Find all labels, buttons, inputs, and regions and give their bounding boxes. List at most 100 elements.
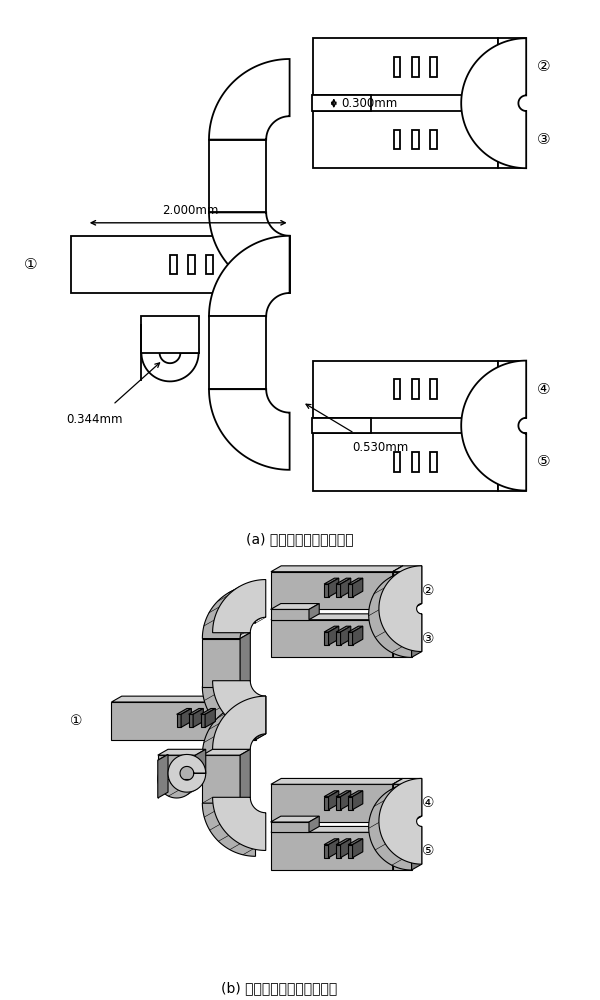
Bar: [497, 111, 526, 168]
Bar: [430, 379, 437, 399]
Text: ⑤: ⑤: [422, 844, 434, 858]
Polygon shape: [309, 604, 319, 620]
Polygon shape: [368, 572, 412, 657]
Polygon shape: [324, 791, 339, 797]
Polygon shape: [336, 845, 341, 858]
Polygon shape: [379, 566, 422, 652]
Polygon shape: [348, 845, 353, 858]
Bar: [188, 255, 195, 274]
Bar: [412, 130, 419, 149]
Polygon shape: [168, 754, 206, 792]
Bar: [313, 361, 497, 418]
Text: 2.000mm: 2.000mm: [163, 204, 219, 217]
Bar: [313, 418, 371, 433]
Polygon shape: [392, 614, 422, 620]
Polygon shape: [329, 626, 339, 645]
Bar: [71, 236, 290, 293]
Text: ①: ①: [70, 714, 82, 728]
Bar: [206, 255, 213, 274]
Polygon shape: [392, 620, 412, 657]
Polygon shape: [271, 566, 403, 572]
Polygon shape: [271, 620, 392, 657]
Text: ②: ②: [536, 59, 550, 74]
Polygon shape: [158, 760, 196, 798]
Polygon shape: [158, 754, 168, 760]
Polygon shape: [324, 626, 339, 632]
Polygon shape: [112, 696, 266, 702]
Polygon shape: [348, 632, 353, 645]
Bar: [412, 57, 419, 77]
Polygon shape: [392, 566, 422, 572]
Bar: [430, 57, 437, 77]
Polygon shape: [348, 578, 363, 584]
Polygon shape: [336, 632, 341, 645]
Polygon shape: [202, 755, 240, 803]
Text: 0.300mm: 0.300mm: [341, 97, 398, 110]
Polygon shape: [209, 236, 290, 316]
Polygon shape: [271, 822, 309, 832]
Polygon shape: [271, 604, 319, 609]
Polygon shape: [196, 749, 206, 779]
Polygon shape: [188, 714, 193, 727]
Polygon shape: [309, 816, 319, 832]
Polygon shape: [353, 839, 363, 858]
Polygon shape: [336, 626, 351, 632]
Polygon shape: [202, 749, 250, 755]
Polygon shape: [392, 778, 422, 784]
Polygon shape: [329, 578, 339, 597]
Polygon shape: [329, 839, 339, 858]
Polygon shape: [336, 839, 351, 845]
Bar: [430, 452, 437, 472]
Polygon shape: [324, 797, 329, 810]
Polygon shape: [336, 791, 351, 797]
Polygon shape: [324, 845, 329, 858]
Bar: [394, 452, 400, 472]
Text: (a) 四路功分器俯视平面图: (a) 四路功分器俯视平面图: [246, 532, 354, 546]
Polygon shape: [205, 708, 215, 727]
Polygon shape: [202, 702, 256, 755]
Bar: [170, 255, 177, 274]
Bar: [394, 57, 400, 77]
Polygon shape: [209, 389, 290, 470]
Bar: [313, 433, 497, 491]
Polygon shape: [353, 626, 363, 645]
Polygon shape: [200, 714, 205, 727]
Polygon shape: [202, 803, 256, 856]
Polygon shape: [412, 614, 422, 657]
Bar: [313, 95, 371, 111]
Polygon shape: [341, 791, 351, 810]
Polygon shape: [112, 702, 256, 740]
Polygon shape: [341, 626, 351, 645]
Polygon shape: [461, 38, 526, 168]
Polygon shape: [348, 839, 363, 845]
Polygon shape: [209, 59, 290, 140]
Polygon shape: [202, 687, 256, 740]
Text: ③: ③: [422, 632, 434, 646]
Polygon shape: [176, 708, 191, 714]
Polygon shape: [412, 566, 422, 609]
Bar: [430, 130, 437, 149]
Polygon shape: [271, 614, 403, 620]
Polygon shape: [348, 791, 363, 797]
Polygon shape: [341, 578, 351, 597]
Polygon shape: [271, 832, 392, 870]
Polygon shape: [353, 791, 363, 810]
Polygon shape: [271, 609, 309, 620]
Bar: [209, 316, 266, 389]
Polygon shape: [392, 566, 403, 609]
Polygon shape: [329, 791, 339, 810]
Polygon shape: [193, 708, 203, 727]
Polygon shape: [158, 754, 168, 798]
Text: 0.530mm: 0.530mm: [352, 441, 408, 454]
Polygon shape: [392, 614, 403, 657]
Bar: [394, 379, 400, 399]
Polygon shape: [461, 361, 526, 491]
Polygon shape: [392, 778, 403, 822]
Polygon shape: [212, 797, 266, 850]
Bar: [394, 130, 400, 149]
Polygon shape: [348, 626, 363, 632]
Polygon shape: [202, 633, 250, 639]
Polygon shape: [392, 826, 422, 832]
Text: ②: ②: [422, 584, 434, 598]
Polygon shape: [271, 572, 392, 609]
